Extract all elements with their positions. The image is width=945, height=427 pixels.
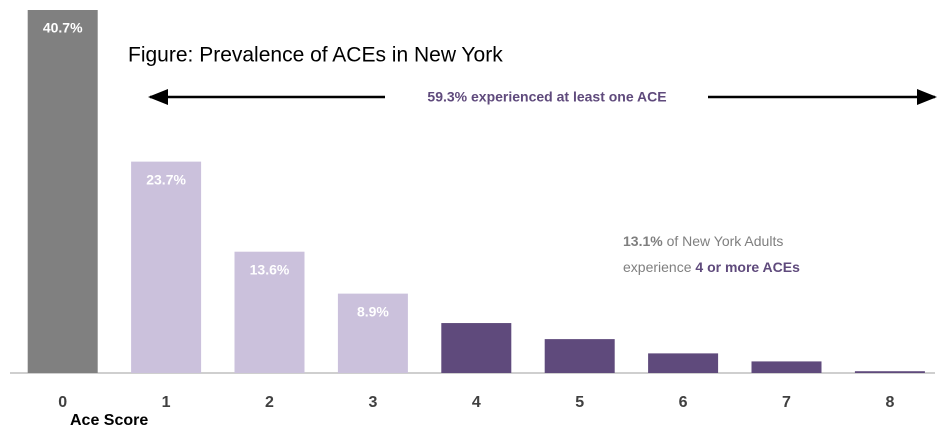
x-tick-label: 7	[782, 394, 791, 411]
bar	[337, 293, 408, 373]
value-label: 23.7%	[146, 171, 186, 187]
x-tick-label: 2	[265, 394, 274, 411]
x-tick-label: 8	[885, 394, 894, 411]
x-tick-label: 6	[679, 394, 688, 411]
note-part: 4 or more ACEs	[695, 259, 800, 275]
value-label: 40.7%	[43, 20, 83, 36]
bar	[854, 371, 925, 373]
range-annotation: 59.3% experienced at least one ACE	[427, 89, 666, 105]
bar	[544, 339, 615, 373]
note-line: 13.1% of New York Adults	[623, 233, 783, 249]
value-label: 13.6%	[250, 261, 290, 277]
x-tick-label: 5	[575, 394, 584, 411]
value-label: 8.9%	[357, 303, 389, 319]
bar	[234, 251, 305, 373]
chart-title: Figure: Prevalence of ACEs in New York	[128, 44, 503, 67]
x-tick-label: 4	[472, 394, 481, 411]
bar	[27, 10, 98, 373]
note-part: experience	[623, 259, 692, 275]
note-part: of New York Adults	[667, 233, 784, 249]
note-part: 13.1%	[623, 233, 663, 249]
x-tick-label: 3	[368, 394, 377, 411]
note-line: experience 4 or more ACEs	[623, 259, 800, 275]
bar	[648, 353, 719, 373]
x-axis-label: Ace Score	[70, 412, 148, 427]
bar	[131, 161, 202, 373]
x-tick-label: 0	[58, 394, 67, 411]
bar	[441, 323, 512, 373]
bar	[751, 361, 822, 373]
x-tick-label: 1	[162, 394, 171, 411]
